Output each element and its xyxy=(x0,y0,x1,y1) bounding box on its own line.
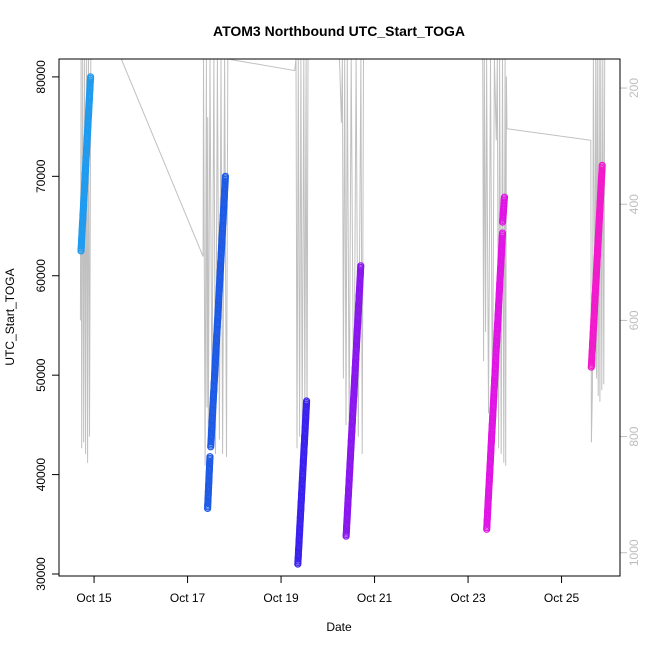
x-tick-label: Oct 25 xyxy=(544,591,580,605)
data-point xyxy=(357,262,365,270)
y-tick-label: 70000 xyxy=(34,159,48,193)
secondary-line-layer xyxy=(79,59,606,466)
data-point xyxy=(86,73,95,81)
y-tick-label: 30000 xyxy=(34,557,48,591)
chart-title: ATOM3 Northbound UTC_Start_TOGA xyxy=(213,23,465,39)
series-1 xyxy=(204,453,214,512)
y-axis-label: UTC_Start_TOGA xyxy=(3,268,17,365)
data-point xyxy=(221,172,229,180)
series-2 xyxy=(207,172,229,451)
y-tick-label: 80000 xyxy=(34,60,48,94)
series-7 xyxy=(587,161,606,371)
right-tick-label: 200 xyxy=(627,78,641,98)
data-point xyxy=(500,193,509,201)
series-3 xyxy=(294,397,311,568)
data-point xyxy=(598,161,606,169)
secondary-series-line xyxy=(79,59,606,466)
x-tick-label: Oct 23 xyxy=(450,591,486,605)
right-tick-label: 1000 xyxy=(627,539,641,566)
right-tick-label: 400 xyxy=(627,194,641,214)
x-tick-label: Oct 17 xyxy=(170,591,206,605)
series-0 xyxy=(77,73,95,255)
x-tick-label: Oct 21 xyxy=(357,591,393,605)
y-tick-label: 50000 xyxy=(34,358,48,392)
plot-frame xyxy=(58,58,621,577)
series-5 xyxy=(483,229,507,533)
data-point xyxy=(206,453,214,461)
y-axis: 30000 40000 50000 60000 70000 80000 xyxy=(34,60,60,591)
y-tick-label: 40000 xyxy=(34,458,48,492)
right-tick-label: 600 xyxy=(627,310,641,330)
y-tick-label: 60000 xyxy=(34,259,48,293)
data-point xyxy=(498,229,507,237)
x-axis-label: Date xyxy=(326,620,352,634)
points-layer xyxy=(77,73,606,568)
right-tick-label: 800 xyxy=(627,426,641,446)
data-point xyxy=(303,397,311,405)
x-tick-label: Oct 15 xyxy=(76,591,112,605)
series-4 xyxy=(342,262,365,540)
x-tick-label: Oct 19 xyxy=(263,591,299,605)
series-6 xyxy=(499,193,509,226)
